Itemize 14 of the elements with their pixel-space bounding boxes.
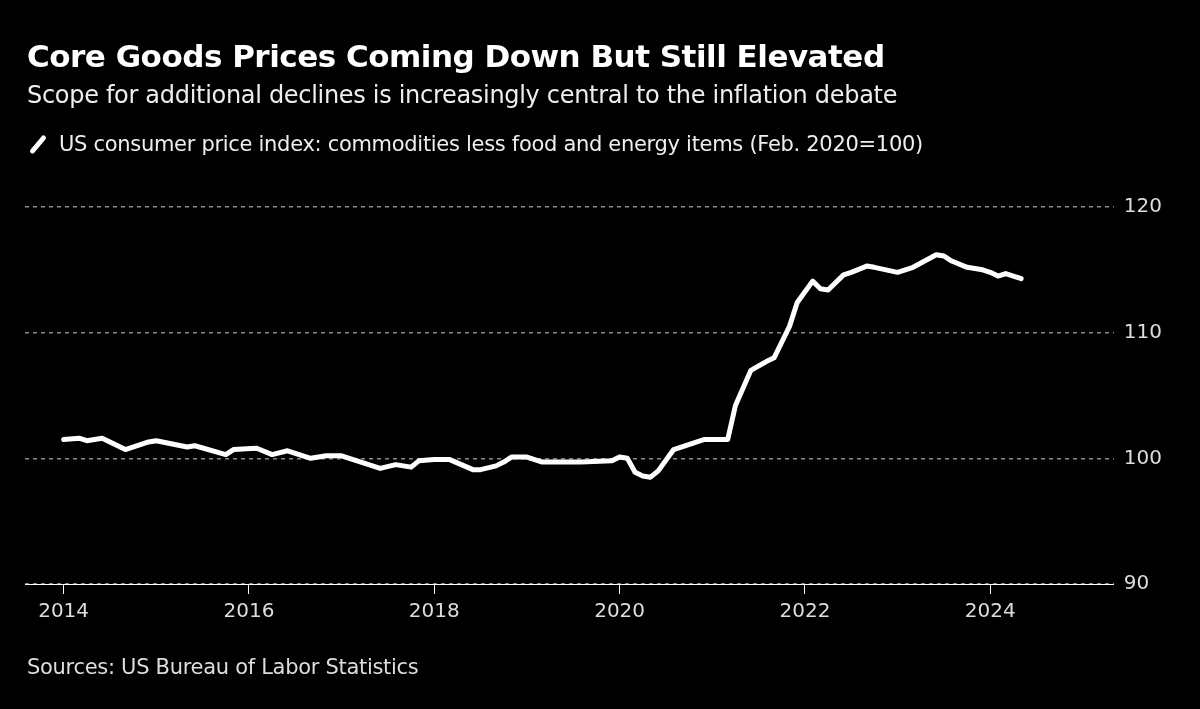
x-tick-label: 2018 <box>408 598 460 623</box>
source-note: Sources: US Bureau of Labor Statistics <box>27 655 419 679</box>
y-tick-label: 90 <box>1123 570 1150 595</box>
chart-title: Core Goods Prices Coming Down But Still Elevated <box>27 38 885 74</box>
x-tick-label: 2014 <box>38 598 90 623</box>
x-tick-label: 2020 <box>594 598 646 623</box>
legend-label: US consumer price index: commodities less food and energy items (Feb. 2020=100) <box>59 132 923 156</box>
chart-subtitle: Scope for additional declines is increasingly central to the inflation debate <box>27 81 898 109</box>
y-tick-label: 100 <box>1123 444 1163 469</box>
x-tick-label: 2016 <box>223 598 275 623</box>
x-tick-label: 2022 <box>779 598 831 623</box>
y-tick-label: 110 <box>1123 318 1163 343</box>
y-tick-label: 120 <box>1123 193 1163 218</box>
x-tick-label: 2024 <box>964 598 1016 623</box>
